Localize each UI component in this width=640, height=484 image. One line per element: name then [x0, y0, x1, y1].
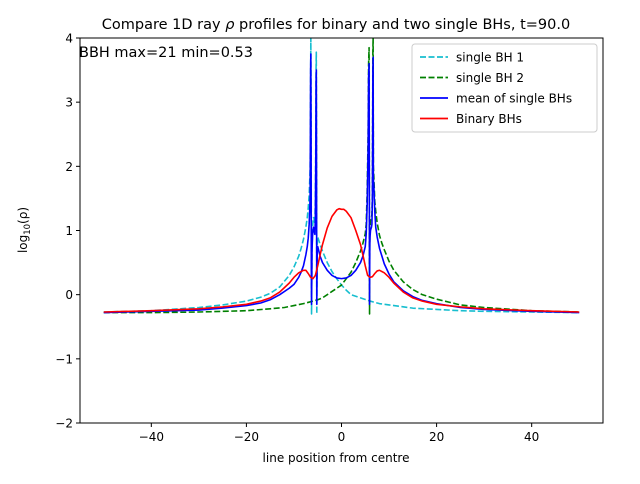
series-line-single-bh-1	[103, 38, 580, 315]
chart-title-symbol: ρ	[225, 17, 235, 33]
y-axis-label-arg: (ρ)	[16, 207, 30, 224]
legend-label-mean-of-single-bhs: mean of single BHs	[456, 92, 572, 106]
legend-label-single-bh-1: single BH 1	[456, 51, 524, 65]
x-tick-label: −20	[234, 430, 259, 444]
y-axis-ticks: −2 −1 0 1 2 3 4	[55, 32, 80, 431]
y-axis-label-base: log	[16, 235, 30, 253]
x-tick-label: 0	[338, 430, 346, 444]
chart-title: Compare 1D ray ρ profiles for binary and…	[102, 17, 570, 33]
series-line-binary-bhs	[103, 207, 580, 313]
x-axis-ticks: −40 −20 0 20 40	[139, 423, 539, 444]
x-tick-label: 20	[429, 430, 444, 444]
legend: single BH 1 single BH 2 mean of single BHs…	[411, 43, 598, 133]
x-tick-label: 40	[524, 430, 539, 444]
series-line-mean-of-single-bhs	[103, 53, 580, 314]
y-tick-label: −1	[55, 352, 73, 366]
chart-title-after: profiles for binary and two single BHs, …	[234, 17, 570, 33]
y-axis-label: log10(ρ)	[16, 207, 33, 253]
annotation-bbh-max-min: BBH max=21 min=0.53	[79, 45, 253, 61]
y-tick-label: 2	[65, 160, 73, 174]
y-tick-label: 1	[65, 224, 73, 238]
y-tick-label: 4	[65, 32, 73, 46]
x-axis-label: line position from centre	[263, 451, 410, 465]
legend-frame	[411, 43, 598, 133]
y-tick-label: −2	[55, 417, 73, 431]
series-group	[103, 38, 580, 315]
legend-label-single-bh-2: single BH 2	[456, 71, 524, 85]
y-axis-label-sub: 10	[23, 224, 33, 235]
x-tick-label: −40	[139, 430, 164, 444]
plot-area	[103, 38, 580, 315]
y-tick-label: 0	[65, 288, 73, 302]
y-tick-label: 3	[65, 96, 73, 110]
legend-label-binary-bhs: Binary BHs	[456, 112, 522, 126]
chart-title-before: Compare 1D ray	[102, 17, 225, 33]
